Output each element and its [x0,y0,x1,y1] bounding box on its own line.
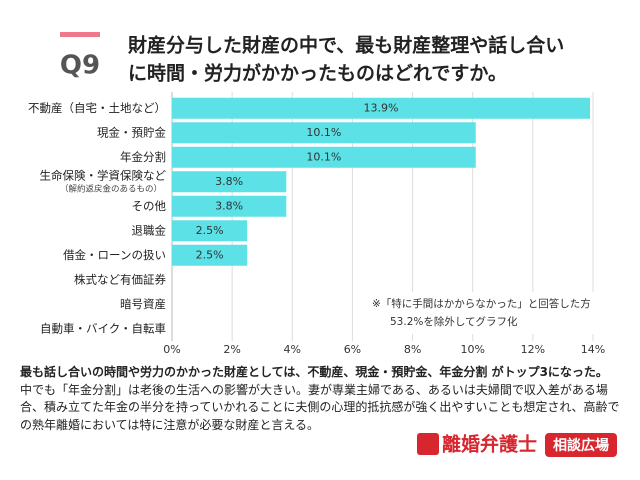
category-label: 株式など有価証券 [74,272,166,286]
category-label: 暗号資産 [120,297,166,311]
title-line: に時間・労力がかかったものはどれですか。 [128,62,507,85]
bar [172,146,476,168]
summary: 最も話し合いの時間や労力のかかった財産としては、不動産、現金・預貯金、年金分割 … [20,364,624,434]
bar [172,220,248,242]
category-sublabel: （解約返戻金のあるもの） [60,183,162,194]
title-line: 財産分与した財産の中で、最も財産整理や話し合い [128,34,564,57]
x-tick-label: 12% [521,343,545,356]
logo-badge-text: 相談広場 [553,437,609,454]
value-label: 3.8% [215,199,243,212]
plot: 0% 2% 4% 6% 8% 10% 12% 14% 不動産（自宅・土地など） 13.9% 現金・預… [28,92,605,356]
category-label: 現金・預貯金 [97,125,166,139]
logo-badge [545,433,617,457]
x-tick-label: 8% [404,343,421,356]
value-label: 10.1% [306,126,341,139]
category-label: 退職金 [132,223,167,237]
category-label: 自動車・バイク・自転車 [40,321,166,335]
logo-icon [417,433,439,455]
x-tick-label: 4% [284,343,301,356]
bar [172,195,287,217]
value-label: 2.5% [196,224,224,237]
category-label: 借金・ローンの扱い [63,248,166,262]
note-line: ※「特に手間はかからなかった」と回答した方 [372,297,591,310]
value-label: 2.5% [196,248,224,261]
category-label: その他 [132,199,167,213]
bar [172,244,248,266]
summary-body: 中でも「年金分割」は老後の生活への影響が大きい。妻が専業主婦である、あるいは夫婦… [20,382,620,432]
note-box [366,292,606,334]
category-label: 不動産（自宅・土地など） [28,101,166,115]
value-label: 10.1% [306,150,341,163]
question-label: Q9 [60,51,100,81]
value-label: 13.9% [364,101,399,114]
summary-lead: 最も話し合いの時間や労力のかかった財産としては、不動産、現金・預貯金、年金分割 … [20,365,608,379]
category-label: 生命保険・学資保険など [40,168,167,182]
bar [172,122,476,144]
x-tick-label: 14% [581,343,605,356]
category-label: 年金分割 [120,150,166,164]
logo-name: 離婚弁護士 [442,433,537,456]
bar [172,171,287,193]
bar [172,97,590,119]
x-tick-label: 6% [344,343,361,356]
note-line: 53.2%を除外してグラフ化 [390,315,518,328]
x-tick-label: 0% [163,343,180,356]
x-tick-label: 2% [223,343,240,356]
x-tick-label: 10% [460,343,484,356]
accent-bar [60,32,100,37]
value-label: 3.8% [215,175,243,188]
